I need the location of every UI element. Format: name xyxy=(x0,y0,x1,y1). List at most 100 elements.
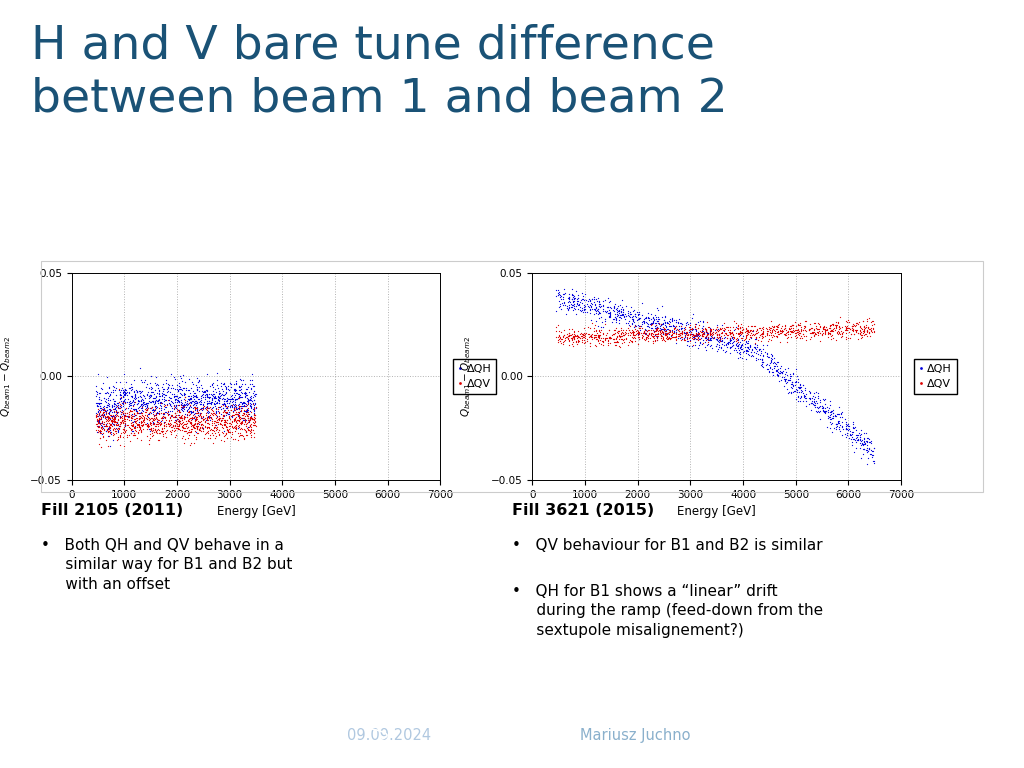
Point xyxy=(726,343,742,356)
Point xyxy=(695,319,712,332)
Point xyxy=(113,417,129,429)
Point xyxy=(199,402,215,414)
Point xyxy=(171,396,187,409)
Point xyxy=(760,325,776,337)
Point xyxy=(209,415,225,428)
Point xyxy=(575,290,592,302)
Point xyxy=(610,317,627,329)
Point xyxy=(137,406,154,419)
Point xyxy=(113,389,129,401)
Point xyxy=(211,406,227,419)
Point xyxy=(121,414,137,426)
Point xyxy=(90,397,106,409)
Point xyxy=(117,409,133,422)
Point xyxy=(565,333,582,345)
Point xyxy=(203,412,219,425)
Point xyxy=(621,316,637,328)
Point xyxy=(845,416,861,429)
Point xyxy=(861,442,878,454)
Point xyxy=(161,419,177,431)
Point xyxy=(237,378,253,390)
Point xyxy=(160,408,176,420)
Point xyxy=(183,412,200,424)
Point xyxy=(809,406,825,419)
Point xyxy=(739,345,756,357)
Point xyxy=(798,334,814,346)
Point xyxy=(208,419,224,431)
Point xyxy=(677,323,693,335)
Point xyxy=(183,419,200,432)
Point xyxy=(204,402,220,414)
Point xyxy=(578,332,594,344)
Point xyxy=(125,404,141,416)
Point xyxy=(110,407,126,419)
Point xyxy=(670,317,686,329)
Point xyxy=(173,396,189,408)
Point xyxy=(784,319,801,331)
Point xyxy=(702,332,719,344)
Point xyxy=(219,407,236,419)
Point xyxy=(188,411,205,423)
Point xyxy=(88,409,104,421)
Point xyxy=(650,326,667,339)
Point xyxy=(793,320,809,333)
Point xyxy=(638,331,654,343)
Point xyxy=(182,382,199,395)
Point xyxy=(186,393,203,406)
Point xyxy=(808,386,824,398)
Point xyxy=(240,410,256,422)
Point xyxy=(229,414,246,426)
Point xyxy=(825,404,842,416)
Point xyxy=(685,328,701,340)
Point xyxy=(703,329,720,341)
Point xyxy=(147,384,164,396)
Point xyxy=(167,415,183,428)
Point xyxy=(243,391,259,403)
Point xyxy=(232,399,249,412)
Point xyxy=(827,319,844,332)
Point xyxy=(135,396,152,408)
Point xyxy=(226,383,243,396)
Point xyxy=(709,320,725,333)
Point xyxy=(214,425,230,438)
Point xyxy=(615,329,632,341)
Point xyxy=(189,420,206,432)
Point xyxy=(143,402,160,414)
Point xyxy=(592,326,608,339)
Point xyxy=(117,419,133,432)
Point xyxy=(138,399,155,412)
Point xyxy=(155,410,171,422)
Point xyxy=(110,402,126,415)
Point xyxy=(218,427,234,439)
Point xyxy=(551,335,567,347)
Point xyxy=(856,427,872,439)
Point xyxy=(115,426,131,439)
Point xyxy=(782,386,799,398)
Point xyxy=(115,416,131,429)
Point xyxy=(833,325,849,337)
Point xyxy=(698,334,715,346)
Point xyxy=(840,332,856,344)
Point xyxy=(212,403,228,415)
Point xyxy=(180,372,197,385)
Point xyxy=(188,391,205,403)
Point xyxy=(770,324,786,336)
Point xyxy=(741,339,758,352)
Point xyxy=(113,408,129,420)
Point xyxy=(101,403,118,415)
Point xyxy=(241,393,257,406)
Point xyxy=(205,407,221,419)
Point xyxy=(793,329,809,342)
Point xyxy=(687,336,703,348)
Point xyxy=(774,325,791,337)
Point xyxy=(668,334,684,346)
Point xyxy=(227,422,244,434)
Point xyxy=(660,332,677,344)
Point xyxy=(109,423,125,435)
Point xyxy=(814,402,830,414)
Point xyxy=(125,420,141,432)
Point xyxy=(221,399,238,412)
Point xyxy=(663,332,679,344)
Point xyxy=(117,417,133,429)
Point xyxy=(136,411,153,423)
